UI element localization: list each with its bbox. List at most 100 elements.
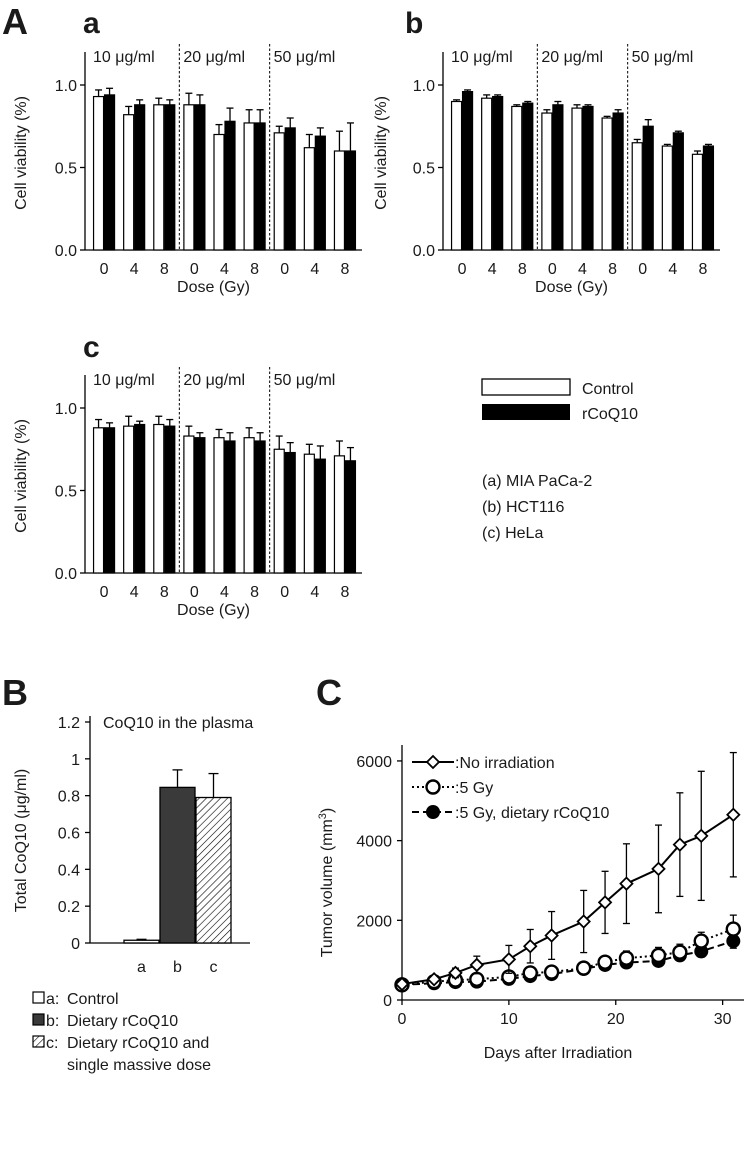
bar-rcoq10 xyxy=(344,150,357,251)
group-label: 50 μg/ml xyxy=(632,49,694,66)
data-point xyxy=(576,914,591,929)
x-tick-label: 8 xyxy=(518,261,527,278)
panel-letter-A: A xyxy=(2,1,28,42)
y-tick-label: 6000 xyxy=(356,754,392,771)
bar-control xyxy=(541,112,553,251)
legend-cell-line-a: (a) MIA PaCa-2 xyxy=(482,473,592,490)
x-tick-label: 0 xyxy=(100,261,109,278)
x-tick-label: b xyxy=(173,959,182,976)
data-point xyxy=(650,947,667,964)
y-tick-label: 0.0 xyxy=(55,566,77,583)
bar-rcoq10 xyxy=(552,104,564,251)
legend-label: :5 Gy, dietary rCoQ10 xyxy=(455,805,610,822)
bar-control xyxy=(511,105,523,251)
x-tick-label: 0 xyxy=(638,261,647,278)
data-point xyxy=(522,938,538,954)
x-tick-label: 30 xyxy=(714,1011,732,1028)
bar-rcoq10 xyxy=(344,460,357,574)
y-axis-label: Total CoQ10 (μg/ml) xyxy=(13,769,30,912)
bar-rcoq10 xyxy=(582,105,594,251)
bar-control xyxy=(661,145,673,251)
legend-rcoq10-swatch xyxy=(482,404,570,420)
x-tick-label: 8 xyxy=(608,261,617,278)
data-point xyxy=(448,965,463,981)
x-axis-label: Days after Irradiation xyxy=(484,1045,633,1062)
legend-marker xyxy=(426,805,440,819)
data-point xyxy=(693,933,709,949)
x-tick-label: c xyxy=(210,959,218,976)
data-point xyxy=(694,944,709,959)
x-axis-label: Dose (Gy) xyxy=(535,279,608,296)
bar-control xyxy=(153,423,165,574)
data-point xyxy=(575,960,592,976)
data-point xyxy=(672,944,688,960)
data-point xyxy=(522,965,538,981)
bar-control xyxy=(213,437,225,574)
bar-control xyxy=(481,97,493,251)
data-point xyxy=(725,921,742,937)
bar-rcoq10 xyxy=(461,90,474,251)
y-tick-label: 1.0 xyxy=(55,401,77,418)
bar-control xyxy=(303,453,315,574)
x-tick-label: 4 xyxy=(130,584,139,601)
x-tick-label: 8 xyxy=(340,261,349,278)
group-label: 20 μg/ml xyxy=(541,49,603,66)
bar-rcoq10 xyxy=(134,104,146,251)
legend-text: Control xyxy=(67,991,119,1008)
x-tick-label: 4 xyxy=(310,261,319,278)
legend-swatch xyxy=(32,1013,45,1026)
bar-control xyxy=(333,150,346,251)
bar-control xyxy=(153,104,165,251)
bar-rcoq10 xyxy=(224,120,236,251)
panel-letter-C: C xyxy=(316,672,342,713)
panel-sublabel: c xyxy=(83,331,100,364)
group-label: 10 μg/ml xyxy=(451,49,513,66)
y-axis-label: Cell viability (%) xyxy=(13,96,30,210)
x-tick-label: 10 xyxy=(500,1011,518,1028)
chart-c-hela: c Cell viability (%) 0.0 0.5 1.0 0 4 8 0 4 8 0 4 8 10 … xyxy=(13,331,362,619)
bar-rcoq10 xyxy=(164,425,176,574)
data-point xyxy=(544,928,559,943)
y-axis-label: Tumor volume (mm3) xyxy=(317,808,336,958)
legend-key: c: xyxy=(46,1035,58,1052)
legend-key: a: xyxy=(46,991,59,1008)
bar-rcoq10 xyxy=(194,104,206,251)
bar-c xyxy=(195,796,232,944)
legend-marker xyxy=(425,754,441,770)
bar-rcoq10 xyxy=(314,135,326,251)
legend-cell-line-b: (b) HCT116 xyxy=(482,499,564,516)
bar-rcoq10 xyxy=(314,458,326,574)
x-tick-label: 4 xyxy=(488,261,497,278)
data-point xyxy=(672,837,688,852)
legend-swatch xyxy=(32,991,45,1004)
data-point xyxy=(426,972,442,987)
bar-control xyxy=(631,142,643,251)
legend-B: a: Control b: Dietary rCoQ10 c: Dietary rCoQ1… xyxy=(32,991,211,1074)
y-tick-label: 1.0 xyxy=(55,78,77,95)
y-axis-label: Cell viability (%) xyxy=(13,419,30,533)
y-tick-label: 0 xyxy=(71,936,80,953)
bar-rcoq10 xyxy=(522,102,534,251)
bar-control xyxy=(243,122,255,251)
bar-control xyxy=(183,435,195,574)
legend-control-label: Control xyxy=(582,381,634,398)
bar-control xyxy=(273,448,285,574)
bar-control xyxy=(601,117,613,251)
y-tick-label: 1.0 xyxy=(413,78,435,95)
bar-control xyxy=(183,104,195,251)
panel-letter-B: B xyxy=(2,672,28,713)
data-point xyxy=(726,807,741,822)
bar-control xyxy=(450,100,463,251)
x-tick-label: 20 xyxy=(607,1011,625,1028)
data-point xyxy=(394,976,410,992)
series-filled-circle xyxy=(395,933,741,992)
group-label: 10 μg/ml xyxy=(93,49,155,66)
bar-rcoq10 xyxy=(254,440,266,574)
legend-text: Dietary rCoQ10 and xyxy=(67,1035,209,1052)
x-tick-label: 0 xyxy=(280,584,289,601)
y-tick-label: 0.0 xyxy=(413,243,435,260)
data-point xyxy=(469,957,485,973)
x-tick-label: 0 xyxy=(190,584,199,601)
x-tick-label: 8 xyxy=(250,261,259,278)
